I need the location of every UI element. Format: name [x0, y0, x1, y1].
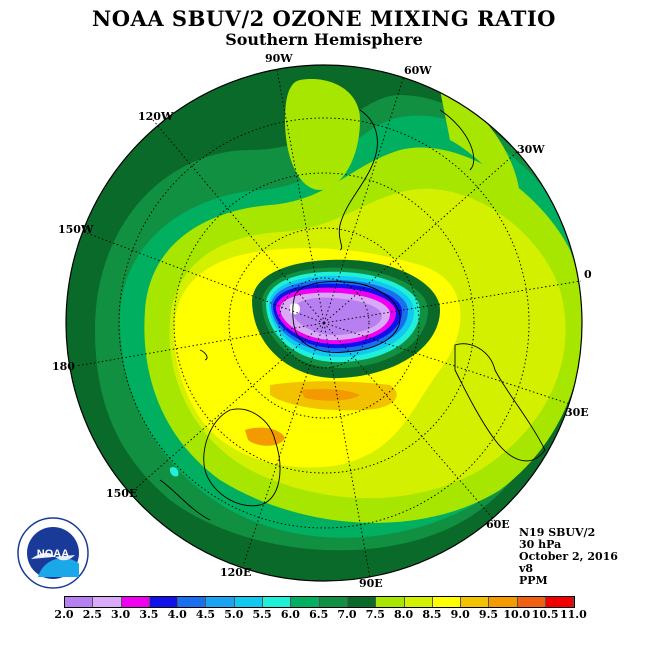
map-border	[65, 64, 583, 582]
noaa-logo: NOAA	[17, 517, 89, 589]
field-yellow-green-ne	[440, 90, 520, 200]
color-scale-swatch	[347, 597, 377, 607]
lon-label-30w: 30W	[517, 143, 545, 156]
color-scale-swatch	[93, 597, 122, 607]
color-scale-tick-label: 8.0	[394, 608, 414, 621]
lon-label-90w: 90W	[265, 52, 293, 65]
logo-text: NOAA	[37, 548, 69, 560]
meridian-30e	[323, 322, 571, 405]
info-satellite: N19 SBUV/2	[519, 526, 596, 539]
ozone-field	[66, 65, 582, 581]
color-scale-tick-label: 11.0	[559, 608, 587, 621]
color-scale-swatch	[432, 597, 462, 607]
coastline-new-zealand	[199, 349, 208, 361]
color-scale-tick-label: 8.5	[422, 608, 442, 621]
color-scale-swatch	[178, 597, 207, 607]
color-scale-swatch	[461, 597, 490, 607]
lon-label-60w: 60W	[404, 64, 432, 77]
color-scale-tick-label: 6.5	[309, 608, 329, 621]
coastlines	[159, 109, 546, 521]
coastline-africa	[454, 343, 546, 462]
color-scale-swatch	[489, 597, 518, 607]
lon-label-180: 180	[52, 360, 75, 373]
info-date: October 2, 2016	[519, 550, 618, 563]
lon-label-150w: 150W	[58, 223, 94, 236]
graticule	[75, 69, 582, 579]
field-hole-purple	[292, 297, 382, 336]
color-scale-swatch	[319, 597, 348, 607]
coastline-south-america	[338, 109, 378, 251]
coastline-australia	[203, 408, 281, 507]
color-scale-swatch	[517, 597, 547, 607]
meridian-60w	[323, 75, 405, 324]
color-scale-tick-label: 5.0	[224, 608, 244, 621]
lon-label-90e: 90E	[359, 577, 383, 590]
color-scale-swatch	[263, 597, 292, 607]
color-scale-tick-label: 2.5	[82, 608, 102, 621]
color-scale-swatch	[206, 597, 235, 607]
lon-label-120e: 120E	[220, 566, 252, 579]
info-units: PPM	[519, 574, 548, 587]
color-scale-tick-label: 7.5	[365, 608, 385, 621]
latitude-circle-4	[118, 117, 530, 529]
color-scale-tick-label: 4.5	[195, 608, 216, 621]
color-scale-swatch	[65, 597, 94, 607]
meridian-120w	[152, 119, 325, 324]
color-scale-swatch	[291, 597, 320, 607]
color-scale-swatch	[121, 597, 150, 607]
field-teal-patch	[169, 467, 179, 477]
field-yellow-green-north	[285, 79, 360, 190]
meridian-30w	[323, 151, 518, 324]
lon-label-150e: 150E	[106, 487, 138, 500]
latitude-circle-1	[278, 277, 370, 369]
info-level: 30 hPa	[519, 538, 562, 551]
color-scale-swatch	[149, 597, 179, 607]
color-scale-swatch	[234, 597, 264, 607]
latitude-circle-3	[173, 172, 475, 474]
color-scale-tick-label: 9.0	[450, 608, 470, 621]
color-scale-tick-label: 10.5	[531, 608, 559, 621]
color-scale-tick-label: 7.0	[337, 608, 357, 621]
info-version: v8	[519, 562, 534, 575]
meridian-120e	[242, 322, 325, 567]
color-scale-swatch	[546, 597, 575, 607]
coastline-south-america-east	[439, 109, 475, 171]
color-scale-tick-label: 5.5	[252, 608, 272, 621]
lon-label-0: 0	[584, 268, 592, 281]
color-scale-tick-label: 10.0	[503, 608, 531, 621]
coastline-antarctica	[292, 281, 401, 353]
color-scale-swatch	[404, 597, 433, 607]
color-scale-tick-label: 2.0	[54, 608, 74, 621]
color-scale-tick-label: 3.0	[111, 608, 131, 621]
meridian-90w	[276, 69, 325, 324]
color-scale	[64, 596, 576, 608]
latitude-circle-2	[228, 227, 420, 419]
map-subtitle: Southern Hemisphere	[225, 30, 423, 49]
lon-label-30e: 30E	[565, 406, 589, 419]
meridian-150w	[83, 231, 325, 324]
meridian-0	[323, 280, 582, 324]
field-orange-2	[300, 388, 360, 401]
lon-label-60e: 60E	[486, 518, 510, 531]
color-scale-tick-label: 9.5	[478, 608, 499, 621]
color-scale-tick-label: 4.0	[167, 608, 187, 621]
lon-label-120w: 120W	[138, 110, 174, 123]
map-title: NOAA SBUV/2 OZONE MIXING RATIO	[92, 6, 556, 31]
color-scale-swatch	[376, 597, 405, 607]
color-scale-tick-label: 6.0	[280, 608, 300, 621]
color-scale-tick-label: 3.5	[139, 608, 159, 621]
coastline-islands	[159, 479, 211, 521]
field-hole-white	[290, 303, 300, 315]
